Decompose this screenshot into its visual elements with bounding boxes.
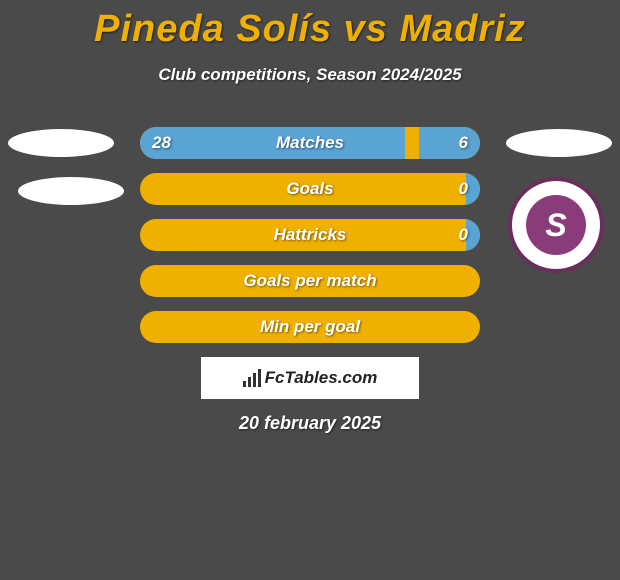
stat-label: Matches (140, 133, 480, 153)
page-title: Pineda Solís vs Madriz (0, 0, 620, 51)
stats-area: 28 Matches 6 S Goals 0 Hattri (0, 127, 620, 434)
stat-row: Min per goal (0, 311, 620, 343)
player-left-icon (8, 129, 114, 157)
date-label: 20 february 2025 (0, 413, 620, 434)
stat-value-left: 28 (152, 133, 171, 153)
subtitle: Club competitions, Season 2024/2025 (0, 65, 620, 85)
stat-bar: Min per goal (140, 311, 480, 343)
stat-row: Goals 0 (0, 173, 620, 205)
stat-value-right: 0 (459, 225, 468, 245)
stat-bar: Goals 0 (140, 173, 480, 205)
comparison-card: Pineda Solís vs Madriz Club competitions… (0, 0, 620, 580)
stat-bar: 28 Matches 6 (140, 127, 480, 159)
stat-bar: Hattricks 0 (140, 219, 480, 251)
stat-bar: Goals per match (140, 265, 480, 297)
stat-value-right: 0 (459, 179, 468, 199)
stat-label: Min per goal (140, 317, 480, 337)
stat-row: 28 Matches 6 (0, 127, 620, 159)
stat-label: Goals (140, 179, 480, 199)
stat-row: Goals per match (0, 265, 620, 297)
stat-label: Hattricks (140, 225, 480, 245)
stat-row: Hattricks 0 (0, 219, 620, 251)
stat-label: Goals per match (140, 271, 480, 291)
player-right-icon (506, 129, 612, 157)
fctables-logo: FcTables.com (243, 368, 378, 388)
fctables-text: FcTables.com (265, 368, 378, 388)
fctables-logo-box[interactable]: FcTables.com (201, 357, 419, 399)
bars-icon (243, 369, 261, 387)
stat-value-right: 6 (459, 133, 468, 153)
